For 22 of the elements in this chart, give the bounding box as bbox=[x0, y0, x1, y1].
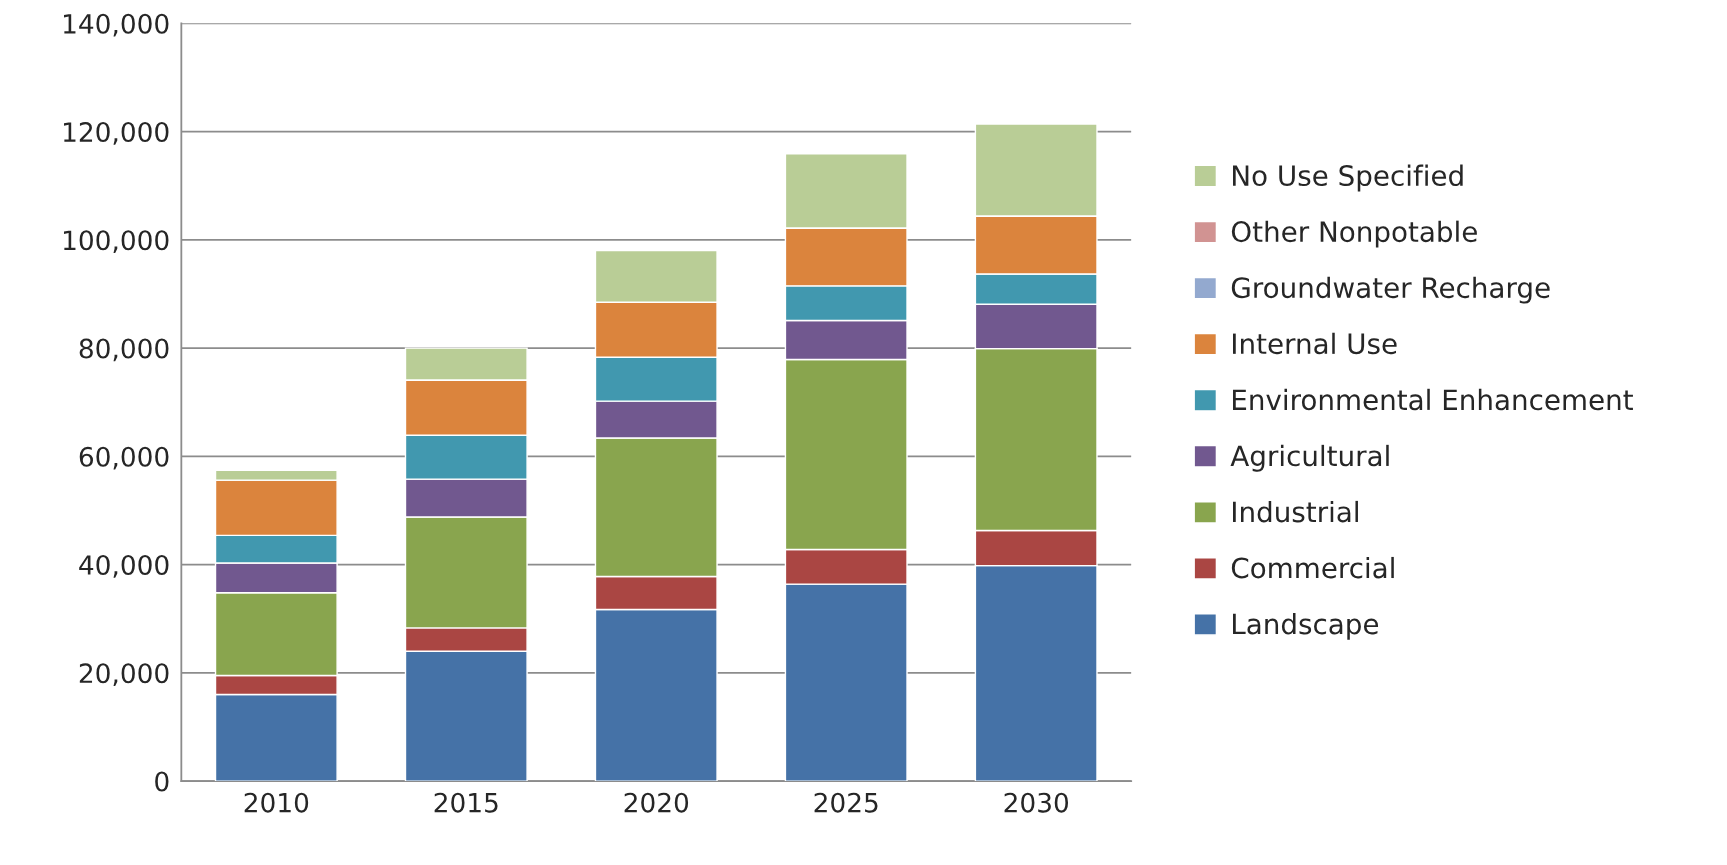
y-tick-label: 120,000 bbox=[64, 122, 169, 145]
legend-label: Industrial bbox=[1233, 500, 1358, 523]
y-tick-label: 20,000 bbox=[79, 663, 169, 686]
x-tick-label: 2015 bbox=[434, 792, 498, 813]
legend-label: Other Nonpotable bbox=[1231, 220, 1477, 248]
y-tick-label: 80,000 bbox=[79, 338, 169, 362]
legend-label: Internal Use bbox=[1233, 332, 1397, 355]
legend-label: No Use Specified bbox=[1233, 164, 1463, 192]
x-tick-label: 2025 bbox=[814, 792, 878, 813]
y-tick-label: 40,000 bbox=[79, 555, 169, 578]
x-tick-label: 2030 bbox=[1004, 792, 1069, 813]
legend-label: Agricultural bbox=[1230, 444, 1389, 472]
x-tick-label: 2020 bbox=[624, 792, 689, 813]
legend-label: Groundwater Recharge bbox=[1231, 276, 1550, 304]
x-tick-label: 2010 bbox=[244, 792, 309, 813]
legend-label: Landscape bbox=[1233, 612, 1379, 640]
y-tick-label: 60,000 bbox=[79, 446, 169, 470]
y-tick-label: 140,000 bbox=[64, 13, 169, 37]
y-tick-label: 100,000 bbox=[64, 230, 169, 253]
y-tick-label: 0 bbox=[155, 771, 169, 792]
legend-label: Commercial bbox=[1231, 556, 1394, 579]
legend-label: Environmental Enhancement bbox=[1233, 388, 1633, 411]
